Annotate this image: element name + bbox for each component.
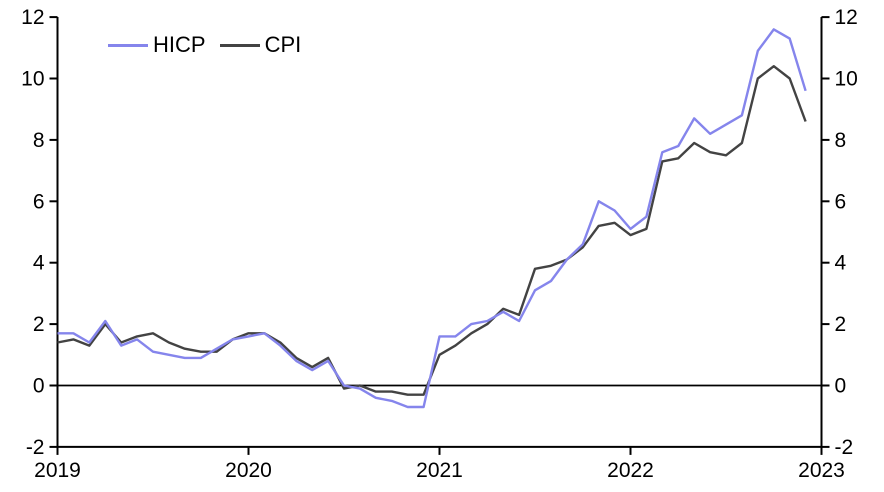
- x-axis-tick-label: 2020: [225, 459, 272, 482]
- hicp-legend-label: HICP: [153, 32, 206, 57]
- y-axis-tick-label-right: 0: [835, 375, 847, 398]
- y-axis-tick-label-right: 12: [835, 6, 858, 29]
- y-axis-tick-label-left: -2: [26, 436, 45, 459]
- x-axis-tick-label: 2023: [798, 459, 845, 482]
- y-axis-tick-label-right: 2: [835, 313, 847, 336]
- cpi-legend-swatch: [219, 43, 260, 47]
- cpi-legend-label: CPI: [264, 32, 302, 57]
- y-axis-tick-label-right: 6: [835, 190, 847, 213]
- chart-legend: HICP CPI: [108, 34, 315, 56]
- y-axis-tick-label-left: 10: [21, 68, 44, 91]
- y-axis-tick-label-left: 6: [33, 190, 45, 213]
- hicp-legend-swatch: [108, 43, 148, 47]
- y-axis-tick-label-left: 2: [33, 313, 45, 336]
- y-axis-tick-label-left: 12: [21, 6, 44, 29]
- y-axis-tick-label-left: 4: [33, 252, 45, 275]
- x-axis-tick-label: 2019: [34, 459, 81, 482]
- y-axis-tick-label-left: 8: [33, 129, 45, 152]
- y-axis-tick-label-right: 10: [835, 68, 858, 91]
- x-axis-tick-label: 2022: [607, 459, 654, 482]
- cpi-line: [57, 64, 807, 396]
- y-axis-tick-label-right: -2: [835, 436, 854, 459]
- y-axis-tick-label-right: 8: [835, 129, 847, 152]
- x-axis-tick-label: 2021: [416, 459, 463, 482]
- y-axis-tick-label-right: 4: [835, 252, 847, 275]
- y-axis-tick-label-left: 0: [33, 375, 45, 398]
- hicp-line: [57, 28, 807, 409]
